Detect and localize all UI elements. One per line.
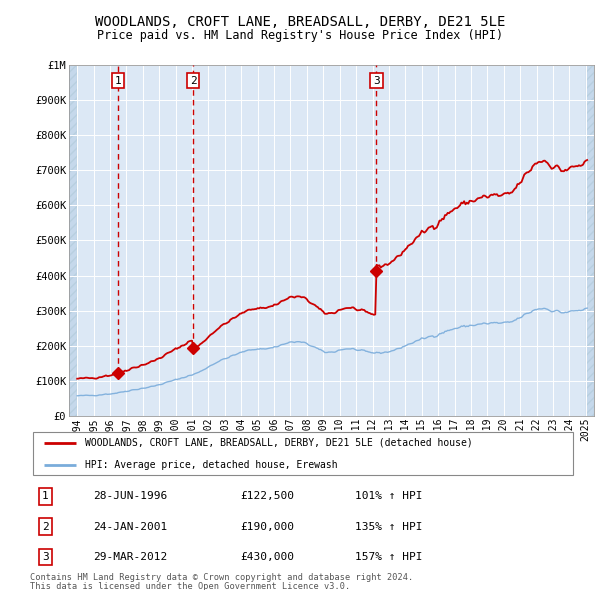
Text: Price paid vs. HM Land Registry's House Price Index (HPI): Price paid vs. HM Land Registry's House …: [97, 30, 503, 42]
Text: £190,000: £190,000: [240, 522, 294, 532]
Text: 135% ↑ HPI: 135% ↑ HPI: [355, 522, 422, 532]
Text: 1: 1: [42, 491, 49, 502]
Text: 29-MAR-2012: 29-MAR-2012: [93, 552, 167, 562]
Text: 3: 3: [42, 552, 49, 562]
Text: £122,500: £122,500: [240, 491, 294, 502]
Text: HPI: Average price, detached house, Erewash: HPI: Average price, detached house, Erew…: [85, 460, 337, 470]
Text: 2: 2: [42, 522, 49, 532]
Text: This data is licensed under the Open Government Licence v3.0.: This data is licensed under the Open Gov…: [30, 582, 350, 590]
Text: 1: 1: [115, 76, 121, 86]
Bar: [69, 65, 77, 416]
Bar: [586, 65, 594, 416]
Text: 101% ↑ HPI: 101% ↑ HPI: [355, 491, 422, 502]
Text: WOODLANDS, CROFT LANE, BREADSALL, DERBY, DE21 5LE: WOODLANDS, CROFT LANE, BREADSALL, DERBY,…: [95, 15, 505, 29]
Text: 3: 3: [373, 76, 380, 86]
Text: 24-JAN-2001: 24-JAN-2001: [93, 522, 167, 532]
FancyBboxPatch shape: [33, 432, 573, 476]
Text: Contains HM Land Registry data © Crown copyright and database right 2024.: Contains HM Land Registry data © Crown c…: [30, 573, 413, 582]
Text: 28-JUN-1996: 28-JUN-1996: [93, 491, 167, 502]
Text: £430,000: £430,000: [240, 552, 294, 562]
Text: WOODLANDS, CROFT LANE, BREADSALL, DERBY, DE21 5LE (detached house): WOODLANDS, CROFT LANE, BREADSALL, DERBY,…: [85, 438, 472, 448]
Text: 2: 2: [190, 76, 197, 86]
Text: 157% ↑ HPI: 157% ↑ HPI: [355, 552, 422, 562]
